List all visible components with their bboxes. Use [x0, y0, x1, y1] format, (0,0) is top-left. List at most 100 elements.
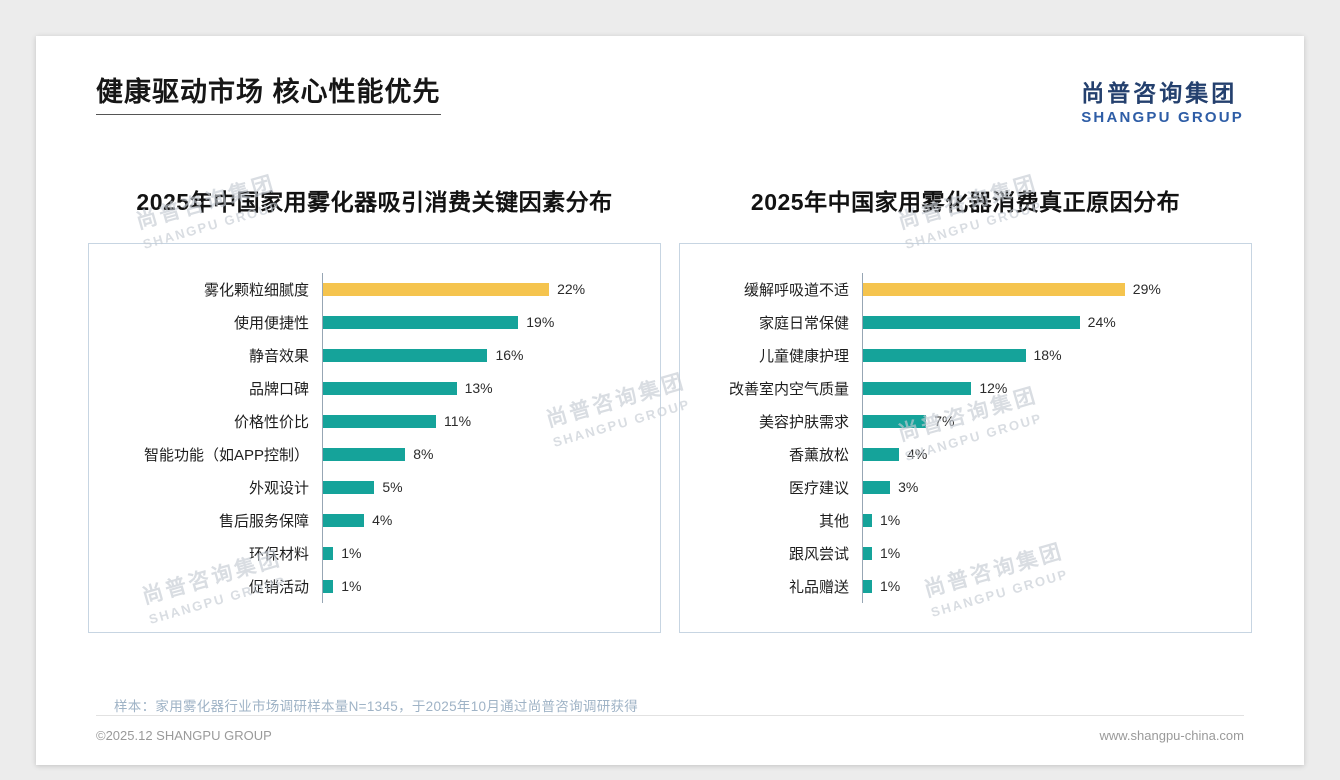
bar-value: 7% — [934, 413, 955, 430]
bar-row: 礼品赠送 1% — [680, 569, 1237, 603]
bar-label: 跟风尝试 — [788, 545, 849, 563]
bar-value: 22% — [557, 281, 586, 298]
bar-label: 价格性价比 — [233, 413, 309, 431]
bar-track: 16% — [322, 338, 646, 372]
bar-label: 缓解呼吸道不适 — [743, 281, 849, 299]
bar-track: 19% — [322, 305, 646, 339]
logo-cn-text: 尚普咨询集团 — [1081, 80, 1238, 106]
bar-label: 儿童健康护理 — [758, 347, 849, 365]
bar-value: 1% — [341, 578, 362, 595]
bar-row: 售后服务保障 4% — [89, 503, 646, 537]
right-chart-title: 2025年中国家用雾化器消费真正原因分布 — [750, 188, 1181, 215]
bar-track: 8% — [322, 437, 646, 471]
bar-label: 香薰放松 — [788, 446, 849, 464]
bar-row: 儿童健康护理 18% — [680, 338, 1237, 372]
bar-track: 1% — [862, 569, 1237, 603]
bar-row: 静音效果 16% — [89, 338, 646, 372]
bar-label: 售后服务保障 — [218, 512, 309, 530]
header: 健康驱动市场 核心性能优先 尚普咨询集团 SHANGPU GROUP — [36, 36, 1304, 127]
bar-track: 18% — [862, 338, 1237, 372]
bar-label: 医疗建议 — [788, 479, 849, 497]
bar — [323, 414, 437, 428]
bar-row: 品牌口碑 13% — [89, 371, 646, 405]
bar — [323, 480, 375, 494]
bar-label: 家庭日常保健 — [758, 314, 849, 332]
bar — [323, 348, 488, 362]
bar-track: 11% — [322, 404, 646, 438]
bar-label: 其他 — [818, 512, 849, 530]
bar — [863, 447, 900, 461]
bar-label: 静音效果 — [248, 347, 309, 365]
bar-value: 13% — [464, 380, 493, 397]
bar — [323, 546, 334, 560]
bar-value: 19% — [526, 314, 555, 331]
bar-row: 改善室内空气质量 12% — [680, 371, 1237, 405]
bar-label: 改善室内空气质量 — [728, 380, 849, 398]
charts-row: 雾化颗粒细腻度 22% 使用便捷性 19% 静音效果 16% 品牌口碑 13% 价格性价比 11%… — [36, 242, 1304, 633]
slide: 尚普咨询集团 SHANGPU GROUP 尚普咨询集团 SHANGPU GROU… — [36, 36, 1304, 765]
bar-label: 促销活动 — [248, 578, 309, 596]
bar-label: 礼品赠送 — [788, 578, 849, 596]
bar-row: 使用便捷性 19% — [89, 305, 646, 339]
bar-label: 环保材料 — [248, 545, 309, 563]
bar-track: 1% — [322, 536, 646, 570]
bar — [323, 282, 550, 296]
sample-note: 样本：家用雾化器行业市场调研样本量N=1345，于2025年10月通过尚普咨询调… — [114, 699, 639, 714]
bar — [863, 282, 1125, 296]
page-title: 健康驱动市场 核心性能优先 — [96, 74, 441, 115]
bar-track: 22% — [322, 272, 646, 306]
bar-row: 其他 1% — [680, 503, 1237, 537]
bar — [863, 414, 927, 428]
bar-value: 11% — [444, 413, 472, 430]
bar-value: 24% — [1087, 314, 1116, 331]
bar-row: 美容护肤需求 7% — [680, 404, 1237, 438]
bar — [323, 381, 457, 395]
bar-label: 品牌口碑 — [248, 380, 309, 398]
bar-row: 外观设计 5% — [89, 470, 646, 504]
left-chart: 雾化颗粒细腻度 22% 使用便捷性 19% 静音效果 16% 品牌口碑 13% 价格性价比 11%… — [88, 242, 661, 633]
bar-label: 使用便捷性 — [233, 314, 309, 332]
bar-track: 1% — [322, 569, 646, 603]
bar-value: 5% — [382, 479, 403, 496]
logo-en-text: SHANGPU GROUP — [1081, 109, 1244, 127]
footer-website: www.shangpu-china.com — [1099, 728, 1244, 743]
bar-value: 1% — [880, 578, 901, 595]
footer-copyright: ©2025.12 SHANGPU GROUP — [96, 728, 272, 743]
bar-track: 29% — [862, 272, 1237, 306]
bar-track: 3% — [862, 470, 1237, 504]
bar-value: 3% — [898, 479, 919, 496]
bar-row: 价格性价比 11% — [89, 404, 646, 438]
bar — [323, 315, 519, 329]
bar-track: 1% — [862, 536, 1237, 570]
bar — [863, 513, 872, 527]
bar — [863, 579, 872, 593]
bar-track: 7% — [862, 404, 1237, 438]
bar-label: 美容护肤需求 — [758, 413, 849, 431]
bar-value: 16% — [495, 347, 524, 364]
bar — [863, 381, 972, 395]
bar-value: 18% — [1033, 347, 1062, 364]
bar-value: 1% — [880, 512, 901, 529]
bar-track: 1% — [862, 503, 1237, 537]
footer: ©2025.12 SHANGPU GROUP www.shangpu-china… — [96, 715, 1244, 743]
bar-track: 13% — [322, 371, 646, 405]
bar-value: 29% — [1132, 281, 1161, 298]
bar-row: 促销活动 1% — [89, 569, 646, 603]
bar — [323, 579, 334, 593]
bar-track: 4% — [322, 503, 646, 537]
bar-row: 智能功能（如APP控制） 8% — [89, 437, 646, 471]
bar — [323, 447, 406, 461]
bar-row: 香薰放松 4% — [680, 437, 1237, 471]
bar-value: 4% — [907, 446, 928, 463]
bar-label: 智能功能（如APP控制） — [143, 446, 309, 464]
company-logo: 尚普咨询集团 SHANGPU GROUP — [1081, 74, 1244, 127]
bar-row: 跟风尝试 1% — [680, 536, 1237, 570]
bar-row: 缓解呼吸道不适 29% — [680, 272, 1237, 306]
left-chart-title: 2025年中国家用雾化器吸引消费关键因素分布 — [136, 188, 613, 215]
bar-track: 24% — [862, 305, 1237, 339]
bar-track: 12% — [862, 371, 1237, 405]
bar — [863, 480, 891, 494]
bar-value: 12% — [979, 380, 1008, 397]
right-chart: 缓解呼吸道不适 29% 家庭日常保健 24% 儿童健康护理 18% 改善室内空气质量 12% 美… — [679, 242, 1252, 633]
bar-track: 4% — [862, 437, 1237, 471]
